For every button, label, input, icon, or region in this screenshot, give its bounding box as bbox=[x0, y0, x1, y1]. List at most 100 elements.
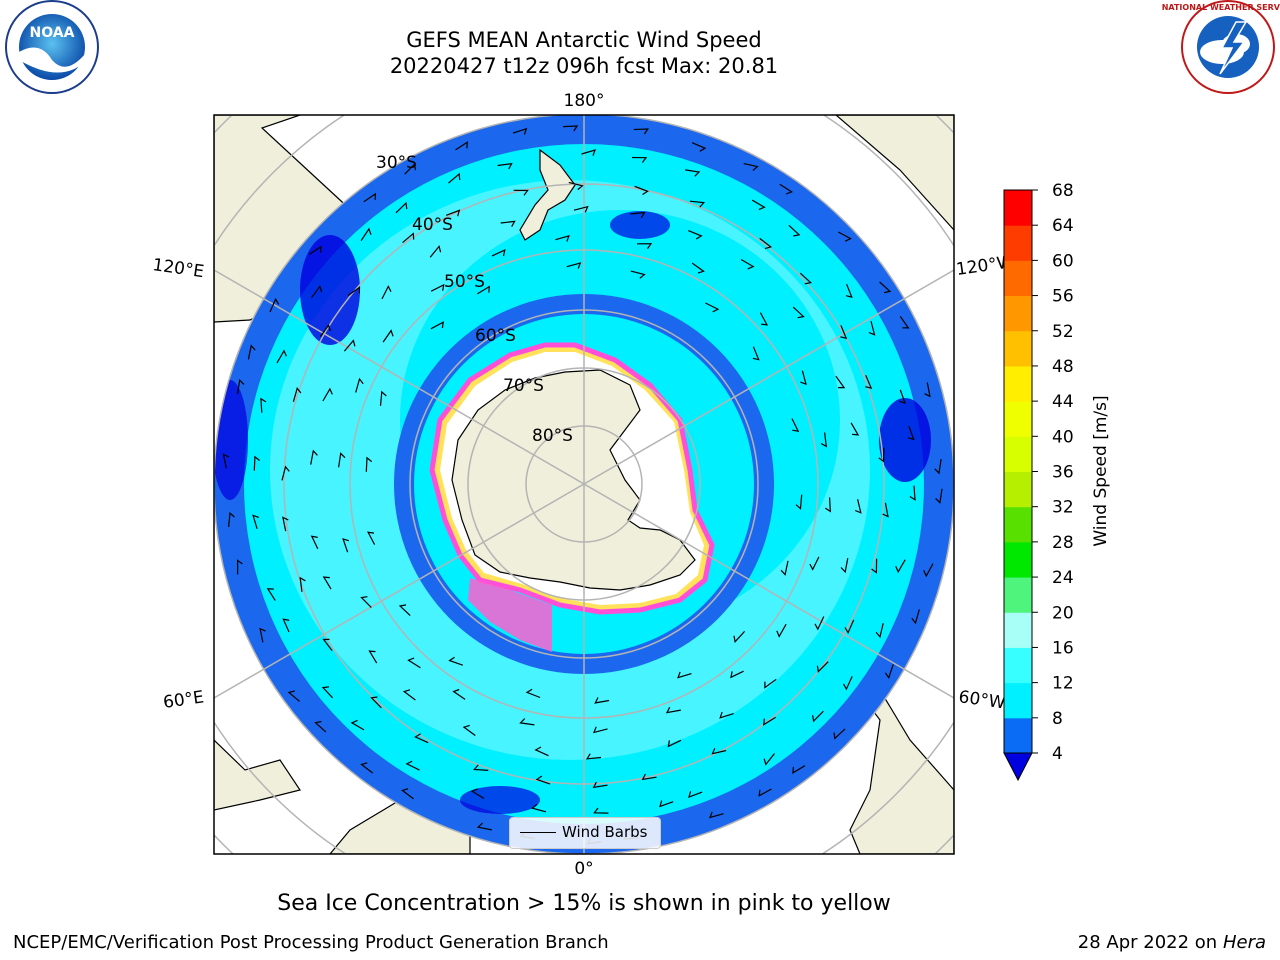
wind-barb bbox=[689, 200, 706, 208]
wind-barb bbox=[310, 449, 318, 465]
wind-barb bbox=[840, 557, 849, 574]
colorbar-label: Wind Speed [m/s] bbox=[1091, 395, 1111, 546]
wind-barb bbox=[763, 753, 775, 766]
wind-barb bbox=[799, 272, 812, 285]
lat-label-60s: 60°S bbox=[475, 326, 516, 346]
wind-barb bbox=[500, 220, 516, 227]
wind-barb bbox=[899, 316, 910, 329]
wind-barb bbox=[310, 535, 319, 550]
wind-barb bbox=[833, 728, 846, 740]
colorbar-swatch bbox=[1004, 717, 1032, 754]
wind-barb bbox=[593, 807, 609, 814]
wind-barb bbox=[430, 283, 445, 292]
wind-barb bbox=[455, 141, 468, 151]
wind-barb bbox=[360, 596, 372, 608]
colorbar-tick-label: 8 bbox=[1052, 709, 1063, 729]
wind-barb bbox=[342, 538, 349, 553]
sea-ice-caption: Sea Ice Concentration > 15% is shown in … bbox=[277, 891, 891, 916]
wind-barb bbox=[237, 559, 243, 575]
wind-barb bbox=[688, 791, 703, 798]
wind-barb bbox=[269, 297, 280, 313]
svg-text:NOAA: NOAA bbox=[30, 25, 75, 41]
wind-barb bbox=[705, 302, 720, 313]
colorbar-swatch bbox=[1004, 647, 1032, 684]
wind-barb bbox=[667, 739, 682, 748]
wind-barb bbox=[875, 623, 884, 639]
wind-barb bbox=[788, 224, 801, 237]
wind-barb bbox=[871, 558, 878, 574]
wind-barb bbox=[247, 344, 256, 360]
wind-barb bbox=[382, 329, 394, 343]
colorbar-swatch bbox=[1004, 225, 1032, 261]
colorbar-swatch bbox=[1004, 401, 1032, 437]
nws-logo-icon: NATIONAL WEATHER SERVICE bbox=[1162, 0, 1280, 94]
wind-barb bbox=[764, 678, 777, 689]
wind-barb bbox=[868, 320, 876, 336]
wind-barb bbox=[882, 502, 889, 518]
wind-barb bbox=[759, 312, 769, 326]
wind-barb bbox=[845, 283, 853, 298]
wind-barb bbox=[531, 803, 547, 813]
wind-barb bbox=[884, 664, 894, 680]
colorbar-swatch bbox=[1004, 577, 1032, 613]
svg-text:NATIONAL WEATHER SERVICE: NATIONAL WEATHER SERVICE bbox=[1162, 3, 1280, 12]
wind-barb bbox=[347, 286, 361, 296]
colorbar-tick-label: 32 bbox=[1052, 498, 1074, 518]
footer-date: 28 Apr 2022 on Hera bbox=[1077, 932, 1266, 953]
wind-barb bbox=[907, 425, 915, 441]
wind-barb bbox=[319, 323, 331, 338]
wind-barb bbox=[835, 375, 846, 389]
wind-barb bbox=[228, 511, 235, 528]
wind-barb bbox=[363, 192, 377, 203]
colorbar-tick-label: 64 bbox=[1052, 216, 1074, 236]
wind-barb bbox=[641, 773, 657, 781]
wind-barb bbox=[525, 688, 541, 699]
wind-barb bbox=[563, 125, 579, 132]
lat-label-40s: 40°S bbox=[412, 215, 453, 235]
lon-label-60w: 60°W bbox=[957, 687, 1006, 713]
wind-barb bbox=[791, 418, 800, 432]
wind-barb bbox=[402, 232, 415, 244]
map-frame bbox=[213, 114, 955, 855]
legend-label: Wind Barbs bbox=[562, 823, 648, 841]
wind-barb bbox=[751, 199, 766, 211]
colorbar-tick-label: 40 bbox=[1052, 427, 1074, 447]
wind-barb bbox=[850, 422, 860, 436]
wind-barb bbox=[314, 720, 327, 733]
wind-barb bbox=[429, 245, 442, 258]
wind-barb bbox=[899, 389, 906, 404]
wind-barb bbox=[321, 686, 334, 699]
wind-barb bbox=[730, 670, 744, 679]
wind-barb bbox=[253, 455, 260, 471]
wind-barb bbox=[792, 306, 805, 319]
wind-barb bbox=[631, 156, 648, 163]
colorbar-tick-label: 24 bbox=[1052, 568, 1074, 588]
colorbar-swatch bbox=[1004, 260, 1032, 297]
colorbar-tick-label: 16 bbox=[1052, 638, 1074, 658]
wind-barbs bbox=[222, 125, 943, 845]
colorbar-swatch bbox=[1004, 471, 1032, 508]
wind-barb bbox=[659, 800, 674, 808]
wind-barb bbox=[287, 690, 300, 702]
colorbar-swatch bbox=[1004, 436, 1032, 472]
wind-barb bbox=[491, 249, 506, 257]
wind-barb bbox=[401, 788, 414, 800]
wind-barb bbox=[281, 465, 290, 481]
wind-barb bbox=[814, 616, 825, 631]
wind-barb bbox=[379, 390, 387, 406]
colorbar-extend-icon bbox=[1003, 752, 1033, 782]
wind-barb bbox=[365, 456, 373, 472]
wind-barb bbox=[222, 453, 230, 469]
wind-barb bbox=[266, 588, 276, 601]
wind-barb bbox=[448, 172, 461, 184]
wind-barb bbox=[535, 775, 551, 785]
wind-barb bbox=[405, 760, 420, 771]
lon-label-120e: 120°E bbox=[151, 255, 205, 282]
wind-barb bbox=[381, 285, 392, 300]
wind-barb bbox=[448, 656, 463, 666]
wind-barb bbox=[370, 696, 382, 709]
wind-barb bbox=[534, 746, 549, 757]
wind-barb bbox=[911, 609, 920, 625]
wind-barb bbox=[462, 724, 476, 736]
wind-barb bbox=[733, 630, 746, 643]
